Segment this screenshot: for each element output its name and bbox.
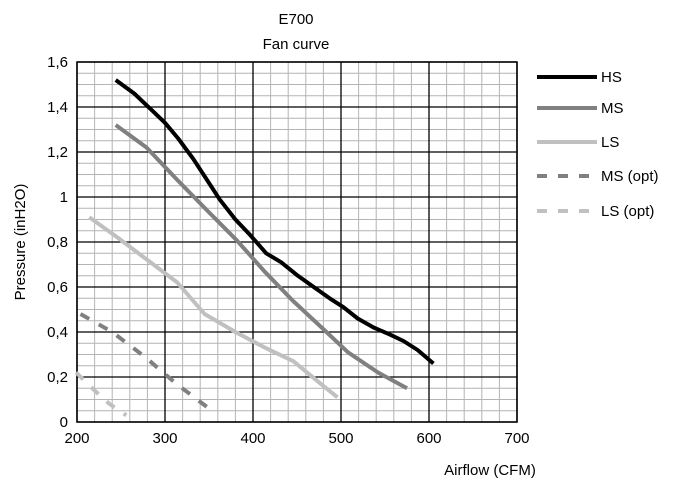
y-tick-label: 1,4 — [47, 99, 68, 116]
legend: HS MS LS MS (opt) LS (opt) — [537, 69, 659, 220]
x-tick-label: 200 — [64, 430, 89, 447]
chart-subtitle: Fan curve — [263, 36, 330, 53]
x-tick-label: 500 — [328, 430, 353, 447]
series-line-ms — [114, 123, 408, 391]
legend-label: LS — [601, 134, 619, 151]
x-axis-label: Airflow (CFM) — [444, 462, 536, 479]
y-tick-label: 0,6 — [47, 279, 68, 296]
series-line-ls-opt — [74, 371, 128, 417]
y-tick-label: 0,2 — [47, 369, 68, 386]
y-tick-label: 0,8 — [47, 234, 68, 251]
plot-area — [76, 61, 518, 423]
x-tick-label: 300 — [152, 430, 177, 447]
legend-label: LS (opt) — [601, 203, 654, 220]
y-axis-label: Pressure (inH2O) — [12, 184, 29, 301]
series-line-hs — [114, 78, 435, 366]
chart-title: E700 — [278, 11, 313, 28]
x-tick-label: 700 — [504, 430, 529, 447]
series-line-ms-opt — [79, 312, 211, 411]
legend-label: MS (opt) — [601, 168, 659, 185]
tick-labels: 200 300 400 500 600 700 0 0,2 0,4 0,6 0,8 1 1,2 1,4 1,… — [47, 54, 529, 447]
legend-label: HS — [601, 69, 622, 86]
grid — [76, 61, 518, 423]
x-tick-label: 600 — [416, 430, 441, 447]
y-tick-label: 1,2 — [47, 144, 68, 161]
legend-label: MS — [601, 100, 624, 117]
series-layer — [74, 78, 435, 417]
y-tick-label: 0 — [60, 414, 68, 431]
y-tick-label: 1 — [60, 189, 68, 206]
series-line-ls — [88, 215, 339, 399]
x-tick-label: 400 — [240, 430, 265, 447]
y-tick-label: 1,6 — [47, 54, 68, 71]
y-tick-label: 0,4 — [47, 324, 68, 341]
